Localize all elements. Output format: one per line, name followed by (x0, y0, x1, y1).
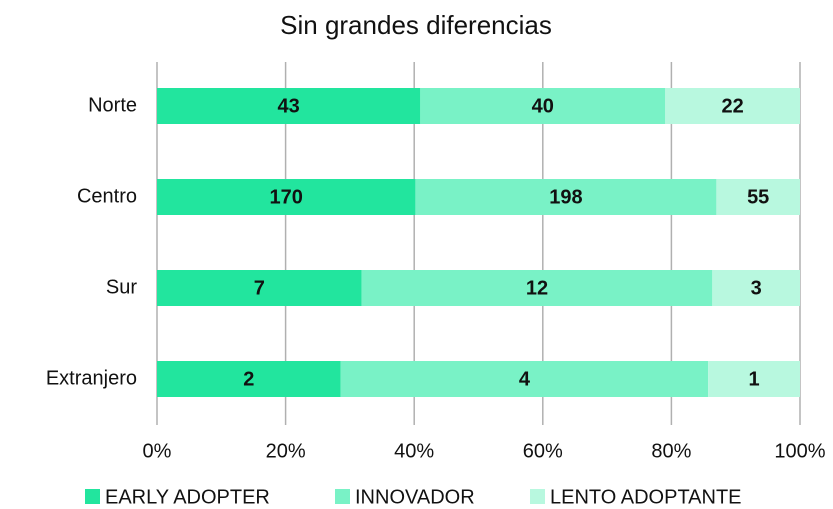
legend-label: LENTO ADOPTANTE (550, 486, 742, 508)
bar-segment (712, 270, 800, 306)
x-tick-label: 0% (143, 440, 172, 462)
legend-label: EARLY ADOPTER (105, 486, 270, 508)
bar-segment (157, 179, 416, 215)
legend-swatch (335, 489, 350, 504)
bar-segment (157, 88, 421, 124)
data-label: 55 (747, 186, 769, 208)
bar-segment (157, 361, 341, 397)
data-label: 3 (751, 277, 762, 299)
bar-segment (157, 270, 362, 306)
data-label: 1 (749, 368, 760, 390)
data-label: 198 (549, 186, 582, 208)
data-label: 40 (532, 95, 554, 117)
data-label: 170 (270, 186, 303, 208)
y-tick-label: Sur (106, 276, 137, 298)
legend-label: INNOVADOR (355, 486, 475, 508)
data-label: 7 (254, 277, 265, 299)
bar-segment (420, 88, 666, 124)
bar-segment (708, 361, 800, 397)
data-label: 4 (519, 368, 531, 390)
y-tick-label: Norte (88, 94, 137, 116)
bar-segment (415, 179, 717, 215)
legend-swatch (85, 489, 100, 504)
x-tick-label: 40% (394, 440, 434, 462)
y-tick-label: Centro (77, 185, 137, 207)
legend-swatch (530, 489, 545, 504)
data-label: 22 (722, 95, 744, 117)
x-tick-label: 100% (774, 440, 825, 462)
y-tick-label: Extranjero (46, 367, 137, 389)
bar-segment (665, 88, 800, 124)
x-tick-label: 60% (523, 440, 563, 462)
data-label: 12 (526, 277, 548, 299)
bar-segment (340, 361, 709, 397)
bar-segment (361, 270, 713, 306)
bar-segment (716, 179, 800, 215)
chart-title: Sin grandes diferencias (280, 10, 552, 40)
x-tick-label: 80% (651, 440, 691, 462)
data-label: 43 (278, 95, 300, 117)
data-label: 2 (243, 368, 254, 390)
x-tick-label: 20% (266, 440, 306, 462)
